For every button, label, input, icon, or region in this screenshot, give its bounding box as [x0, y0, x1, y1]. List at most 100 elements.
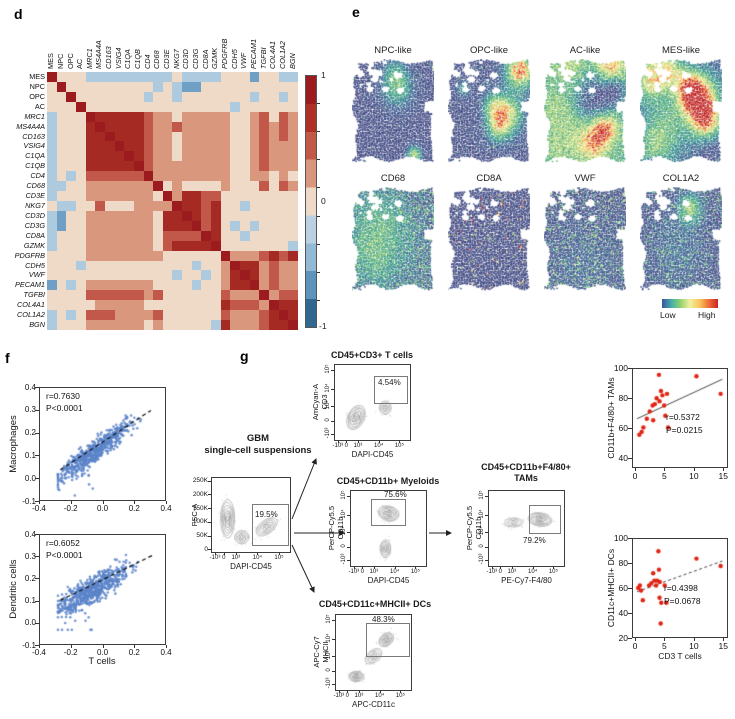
heatmap-cell — [269, 310, 279, 321]
heatmap-cell — [114, 220, 125, 231]
heatmap-cell — [220, 81, 231, 92]
heatmap-cell — [182, 101, 192, 112]
heatmap-cell — [172, 240, 183, 251]
heatmap-cell — [56, 270, 67, 281]
flow-x-tick: 10⁴ — [252, 555, 263, 561]
heatmap-cell — [162, 121, 173, 132]
heatmap-row-label: CD8A — [25, 230, 45, 240]
heatmap-cell — [75, 220, 86, 231]
heatmap-cell — [95, 191, 105, 201]
heatmap-cell — [249, 111, 260, 122]
heatmap-cell — [211, 81, 221, 92]
g-y-tickmark — [628, 368, 632, 369]
heatmap-cell — [153, 191, 163, 201]
heatmap-cell — [278, 91, 289, 102]
heatmap-cell — [220, 91, 231, 102]
heatmap-cell — [85, 111, 96, 122]
heatmap-cell — [240, 72, 250, 82]
heatmap-cell — [153, 121, 163, 132]
heatmap-cell — [269, 260, 279, 271]
heatmap-cell — [95, 111, 105, 122]
heatmap-cell — [133, 161, 144, 172]
heatmap-cell — [259, 111, 270, 122]
flow-x-tick: -10³ — [333, 693, 345, 699]
flow-tcells-gate — [374, 376, 408, 404]
heatmap-cell — [124, 290, 134, 301]
f-x-tick: -0.2 — [63, 648, 78, 657]
heatmap-cell — [75, 191, 86, 201]
heatmap-cell — [172, 210, 183, 221]
heatmap-cell — [288, 191, 298, 201]
f-y-tickmark — [35, 455, 39, 457]
heatmap-cell — [85, 131, 96, 142]
flow-x-tick: 10³ — [231, 555, 241, 561]
heatmap-cell — [191, 131, 202, 142]
heatmap-cell — [153, 151, 163, 162]
f-y-tick: 0.0 — [24, 473, 36, 483]
heatmap-cell — [143, 91, 154, 102]
heatmap-cell — [288, 171, 298, 182]
heatmap-cell — [278, 81, 289, 92]
g-y-tick: 60 — [618, 583, 628, 593]
heatmap-cell — [47, 240, 57, 251]
heatmap-cell — [201, 191, 212, 201]
flow-x-tick: 0 — [498, 569, 502, 575]
flow-x-tickmark — [378, 441, 380, 443]
heatmap-cell — [47, 101, 57, 112]
heatmap-cell — [153, 290, 163, 301]
f-y-tickmark — [35, 645, 39, 646]
heatmap-cell — [143, 290, 154, 301]
heatmap-cell — [191, 72, 202, 82]
heatmap-cell — [47, 220, 57, 231]
f-y-tickmark — [35, 501, 39, 502]
heatmap-cell — [201, 250, 212, 261]
heatmap-cell — [278, 151, 289, 162]
heatmap-cell — [66, 91, 76, 102]
colorbar-minor-tick — [317, 215, 320, 217]
flow-tams-title1: CD45+CD11b+F4/80+ — [481, 462, 571, 472]
heatmap-cell — [259, 310, 270, 321]
heatmap-cell — [56, 91, 67, 102]
spatial-map-col1a2 — [640, 187, 722, 291]
flow-myeloids-gate-label: 75.6% — [384, 490, 407, 499]
heatmap-cell — [66, 320, 76, 330]
heatmap-cell — [47, 200, 57, 211]
heatmap-cell — [153, 300, 163, 311]
g-x-tick: 0 — [632, 471, 638, 481]
heatmap-cell — [104, 230, 115, 241]
flow-x-tickmark — [379, 691, 381, 693]
flow-y-tickmark — [485, 546, 488, 548]
heatmap-cell — [143, 81, 154, 92]
heatmap-cell — [240, 200, 250, 211]
heatmap-cell — [172, 300, 183, 311]
spatial-legend-low: Low — [660, 310, 676, 320]
heatmap-cell — [230, 72, 241, 82]
heatmap-cell — [201, 210, 212, 221]
heatmap-cell — [133, 91, 144, 102]
flow-dcs-canvas — [336, 615, 411, 690]
g-stat-r-top: r=0.5372 — [666, 412, 700, 422]
heatmap-cell — [259, 250, 270, 261]
heatmap-cell — [182, 141, 192, 152]
heatmap-cell — [172, 191, 183, 201]
heatmap-cell — [47, 300, 57, 311]
heatmap-cell — [182, 111, 192, 122]
flow-x-tick: 10⁵ — [410, 569, 421, 575]
heatmap-cell — [230, 250, 241, 261]
heatmap-cell — [201, 161, 212, 172]
g-y-tick: 40 — [618, 608, 628, 618]
heatmap-cell — [162, 200, 173, 211]
heatmap-cell — [191, 171, 202, 182]
heatmap-cell — [66, 200, 76, 211]
heatmap-cell — [230, 91, 241, 102]
heatmap-cell — [288, 240, 298, 251]
heatmap-cell — [211, 72, 221, 82]
flow-y-tick: 10⁴ — [341, 509, 347, 519]
heatmap-cell — [133, 220, 144, 231]
heatmap-cell — [95, 121, 105, 132]
colorbar-minor-tick — [317, 131, 320, 133]
f-y-tickmark — [35, 478, 39, 480]
heatmap-cell — [124, 320, 134, 330]
f-y-tickmark — [35, 432, 39, 434]
heatmap-row-label: CD3G — [24, 220, 45, 230]
